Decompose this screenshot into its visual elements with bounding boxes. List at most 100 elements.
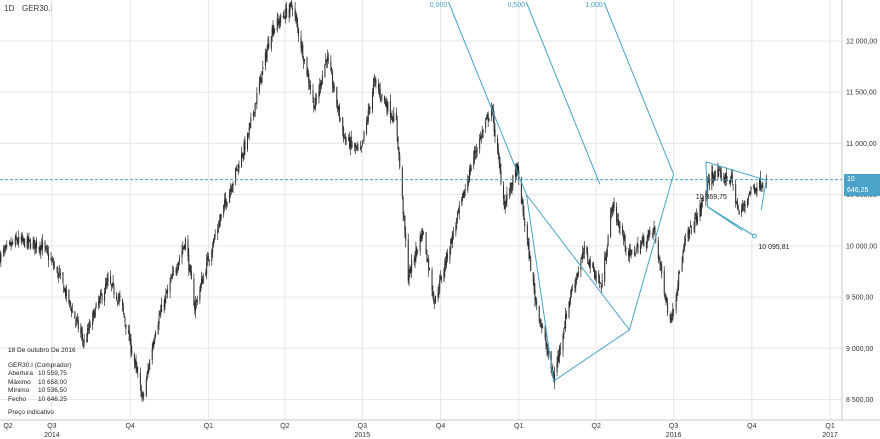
candle-body — [546, 347, 548, 349]
info-date: 18 De outubro De 2016 — [8, 347, 76, 354]
candle-body — [635, 248, 637, 253]
info-instrument: GER30.I (Comprador) — [8, 361, 72, 369]
candle-body — [431, 269, 433, 291]
candle-body — [600, 284, 602, 290]
candle-body — [190, 270, 192, 280]
candle-body — [345, 139, 347, 142]
candle-body — [83, 340, 85, 342]
candle-body — [320, 82, 322, 86]
candle-body — [307, 74, 309, 77]
candle-body — [438, 290, 440, 292]
candle-body — [279, 21, 281, 23]
candle-body — [229, 191, 231, 203]
candle-body — [190, 265, 192, 272]
candle-body — [541, 325, 543, 328]
candle-body — [458, 205, 460, 213]
symbol-label[interactable]: GER30.I — [22, 4, 53, 13]
candle-body — [487, 114, 489, 121]
candle-body — [253, 112, 255, 114]
candle-body — [457, 210, 459, 212]
pitchfork-line — [448, 1, 527, 195]
candle-body — [94, 308, 96, 317]
candle-body — [647, 233, 649, 238]
candle-body — [8, 242, 10, 244]
candle-body — [724, 176, 726, 181]
candle-body — [265, 53, 267, 59]
candle-body — [30, 242, 32, 249]
candle-body — [46, 247, 48, 250]
candle-body — [224, 198, 226, 202]
candle-body — [286, 8, 288, 18]
candle-body — [666, 301, 668, 303]
candle-body — [95, 303, 97, 308]
candle-body — [714, 170, 716, 177]
info-label: Máximo — [8, 378, 31, 386]
candle-body — [205, 272, 207, 276]
candle-body — [646, 237, 648, 244]
candle-body — [125, 324, 127, 329]
candle-body — [354, 145, 356, 147]
candle-body — [705, 192, 707, 202]
x-tick-label: Q1 — [204, 423, 213, 430]
candle-body — [327, 57, 329, 61]
candle-body — [82, 341, 84, 343]
candle-body — [411, 260, 413, 272]
pitchfork-level-label: 0,000 — [430, 2, 448, 9]
y-tick-label: 9 000,00 — [846, 346, 873, 353]
candle-body — [231, 186, 233, 192]
candle-body — [195, 299, 197, 302]
annotation-label: 10 369,75 — [696, 194, 727, 201]
candle-body — [381, 93, 383, 97]
candle-body — [47, 249, 49, 253]
pitchfork-line — [525, 1, 601, 185]
candle-body — [342, 117, 344, 131]
candle-body — [171, 277, 173, 279]
candle-body — [338, 106, 340, 118]
info-row-close: Fecho 10 646,25 — [8, 396, 76, 405]
candle-body — [500, 170, 502, 184]
candle-body — [86, 338, 88, 342]
candle-body — [469, 168, 471, 173]
candle-body — [753, 185, 755, 188]
candle-body — [318, 91, 320, 99]
candle-body — [17, 241, 19, 243]
timeframe-label[interactable]: 1D — [4, 4, 15, 13]
candle-body — [514, 169, 516, 177]
candle-body — [493, 118, 495, 132]
y-tick-label: 8 500,00 — [846, 397, 873, 404]
candle-body — [367, 109, 369, 122]
candle-body — [544, 327, 546, 338]
candle-body — [170, 277, 172, 282]
candle-body — [326, 59, 328, 62]
candle-body — [127, 330, 129, 332]
candle-body — [211, 251, 213, 261]
candle-body — [421, 229, 423, 242]
candle-body — [315, 98, 317, 108]
candle-body — [403, 216, 405, 217]
candle-body — [474, 150, 476, 158]
candle-body — [294, 8, 296, 16]
candle-body — [296, 18, 298, 23]
candle-body — [361, 140, 363, 146]
candle-body — [320, 82, 322, 87]
candle-body — [532, 272, 534, 282]
candle-body — [439, 279, 441, 290]
candle-body — [356, 145, 358, 147]
candle-body — [76, 319, 78, 321]
candle-body — [270, 36, 272, 49]
candle-body — [355, 147, 357, 149]
candle-body — [749, 192, 751, 196]
candle-body — [559, 347, 561, 349]
candle-body — [446, 252, 448, 266]
pitchfork-level-label: 1,000 — [585, 2, 603, 9]
candle-body — [11, 242, 13, 245]
candle-body — [255, 103, 257, 105]
pitchfork-drawing[interactable]: 0,000 0,500 1,000 — [430, 1, 675, 382]
candle-body — [761, 185, 763, 188]
candle-body — [399, 155, 401, 168]
candle-body — [636, 244, 638, 247]
candle-body — [235, 168, 237, 183]
candle-body — [488, 118, 490, 121]
candle-body — [386, 104, 388, 112]
